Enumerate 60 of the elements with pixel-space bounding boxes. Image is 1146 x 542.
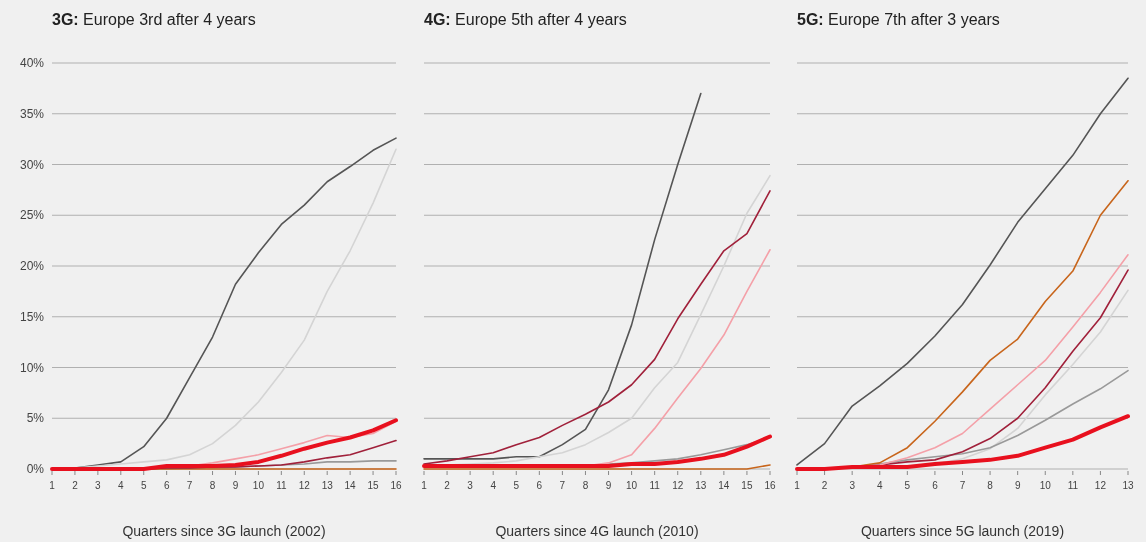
x-tick-label: 11	[276, 480, 287, 491]
x-tick-label: 3	[467, 480, 474, 491]
x-tick-label: 5	[904, 480, 911, 491]
x-tick-label: 9	[1014, 480, 1021, 491]
x-tick-label: 8	[987, 480, 994, 491]
y-tick-label: 5%	[26, 411, 45, 426]
x-tick-label: 12	[298, 480, 311, 491]
x-tick-label: 13	[1122, 480, 1134, 491]
y-tick-label: 15%	[19, 309, 45, 324]
x-tick-label: 4	[118, 480, 125, 491]
x-tick-label: 14	[718, 480, 730, 491]
x-tick-label: 15	[367, 480, 380, 491]
x-tick-label: 10	[1039, 480, 1052, 491]
x-tick-label: 6	[536, 480, 543, 491]
x-tick-label: 7	[959, 480, 966, 491]
x-tick-label: 2	[821, 480, 828, 491]
x-tick-label: 7	[186, 480, 193, 491]
x-tick-label: 9	[605, 480, 612, 491]
x-tick-label: 11	[1067, 480, 1079, 491]
y-tick-label: 10%	[19, 360, 45, 375]
x-tick-label: 7	[559, 480, 566, 491]
x-tick-label: 3	[95, 480, 102, 491]
x-tick-label: 1	[794, 480, 801, 491]
x-axis-title: Quarters since 4G launch (2010)	[495, 523, 699, 539]
x-tick-label: 13	[695, 480, 707, 491]
x-tick-label: 1	[49, 480, 56, 491]
x-tick-label: 4	[876, 480, 883, 491]
x-tick-label: 6	[932, 480, 939, 491]
y-tick-label: 0%	[26, 462, 45, 477]
x-tick-label: 12	[672, 480, 684, 491]
y-tick-label: 25%	[19, 208, 45, 223]
chart-title: 5G: Europe 7th after 3 years	[797, 11, 1000, 28]
chart-title: 3G: Europe 3rd after 4 years	[52, 11, 256, 28]
x-tick-label: 2	[72, 480, 79, 491]
x-tick-label: 5	[140, 480, 147, 491]
x-tick-label: 9	[232, 480, 239, 491]
x-axis-title: Quarters since 5G launch (2019)	[860, 523, 1065, 539]
x-tick-label: 8	[209, 480, 216, 491]
y-tick-label: 20%	[19, 259, 45, 274]
y-tick-label: 30%	[19, 157, 45, 172]
x-tick-label: 10	[626, 480, 638, 491]
x-tick-label: 8	[582, 480, 589, 491]
x-tick-label: 16	[764, 480, 776, 491]
chart-title: 4G: Europe 5th after 4 years	[424, 11, 627, 28]
x-tick-label: 10	[252, 480, 265, 491]
x-tick-label: 3	[849, 480, 856, 491]
x-axis-title: Quarters since 3G launch (2002)	[122, 523, 326, 539]
x-tick-label: 2	[444, 480, 451, 491]
x-tick-label: 12	[1094, 480, 1107, 491]
x-tick-label: 13	[321, 480, 334, 491]
x-tick-label: 1	[421, 480, 428, 491]
x-tick-label: 15	[741, 480, 753, 491]
x-tick-label: 11	[649, 480, 661, 491]
x-tick-label: 14	[344, 480, 357, 491]
x-tick-label: 4	[490, 480, 497, 491]
x-tick-label: 16	[390, 480, 402, 491]
x-tick-label: 6	[163, 480, 170, 491]
y-tick-label: 35%	[19, 106, 45, 121]
x-tick-label: 5	[513, 480, 520, 491]
y-tick-label: 40%	[19, 56, 45, 71]
